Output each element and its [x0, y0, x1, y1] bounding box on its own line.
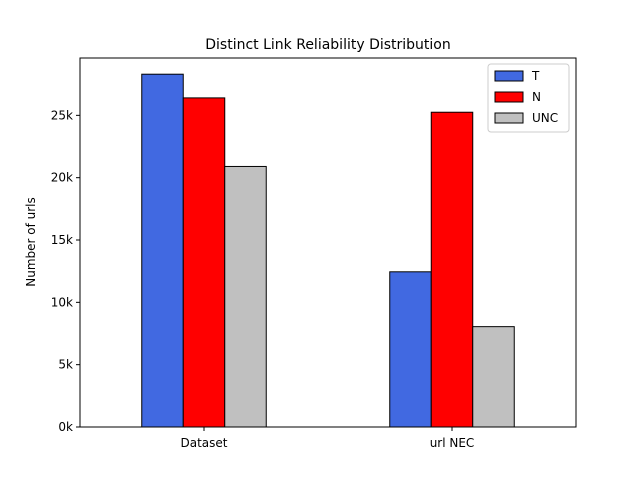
y-axis: 0k 5k 10k 15k 20k 25k [51, 108, 80, 434]
chart-title: Distinct Link Reliability Distribution [205, 37, 451, 53]
y-tick-label: 25k [51, 108, 73, 122]
legend-swatch-n [494, 91, 524, 103]
y-tick-label: 15k [51, 233, 73, 247]
bar-t-dataset [141, 73, 184, 428]
bar-n-url-nec [430, 111, 474, 428]
plot-frame [79, 57, 577, 428]
bar-t-url-nec [389, 271, 432, 428]
legend-swatch-unc [494, 112, 524, 124]
y-axis-label: Number of urls [24, 197, 38, 287]
bar-unc-dataset [224, 165, 267, 428]
legend: TN UNC [487, 63, 570, 133]
x-axis: Dataset url NEC [181, 427, 475, 450]
bar-n-dataset [182, 97, 226, 428]
y-tick-label: 20k [51, 171, 73, 185]
x-tick-label: url NEC [430, 436, 475, 450]
y-tick-label: 5k [58, 358, 73, 372]
bars-layer [141, 73, 515, 428]
bar-unc-url-nec [472, 326, 515, 428]
y-tick-label: 10k [51, 295, 73, 309]
x-tick-label: Dataset [181, 436, 228, 450]
legend-label-unc: UNC [532, 111, 558, 125]
legend-swatch-t [494, 70, 524, 82]
y-tick-label: 0k [58, 420, 73, 434]
legend-label-n: N [532, 90, 541, 104]
legend-label-t: T [531, 69, 540, 83]
